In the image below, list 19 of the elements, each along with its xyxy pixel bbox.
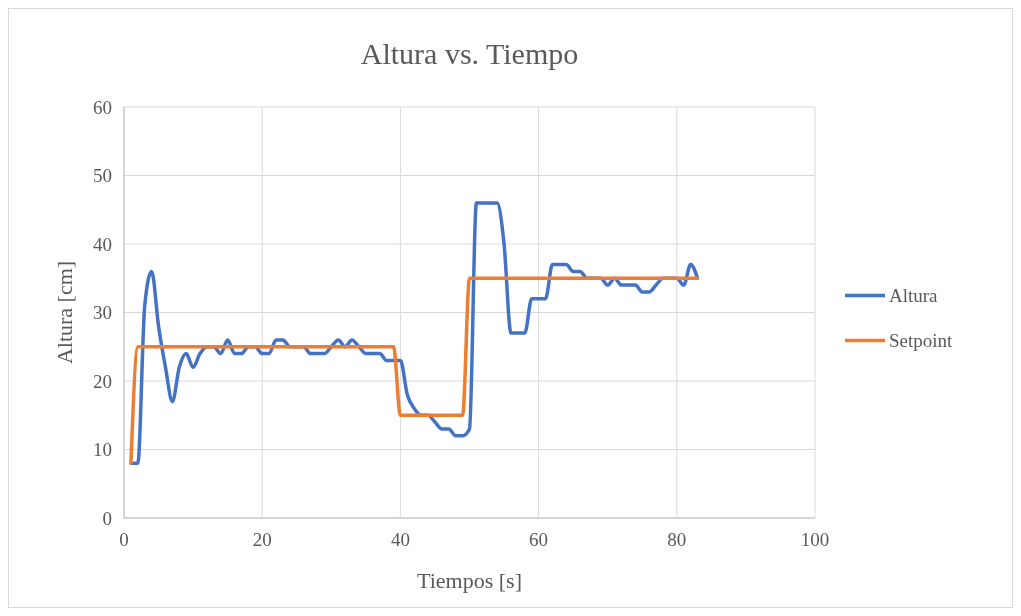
y-tick-label: 30 [93,302,112,324]
x-tick-label: 100 [800,529,830,550]
x-tick-label: 60 [529,529,549,550]
y-tick-label: 50 [93,165,112,187]
y-tick-label: 20 [93,370,112,392]
y-tick-label: 40 [93,233,112,255]
x-tick-label: 20 [252,529,272,550]
y-tick-label: 60 [93,96,112,118]
y-tick-label: 10 [93,439,112,461]
x-tick-label: 0 [119,529,129,550]
y-axis-title: Altura [cm] [52,260,77,365]
x-tick-label: 40 [390,529,410,550]
chart-title: Altura vs. Tiempo [360,37,579,70]
y-tick-label: 0 [102,507,112,529]
legend-label: Setpoint [889,330,954,352]
line-series [129,276,700,465]
legend-label: Altura [889,285,939,307]
x-tick-label: 80 [667,529,687,550]
x-axis-title: Tiempos [s] [417,568,522,593]
